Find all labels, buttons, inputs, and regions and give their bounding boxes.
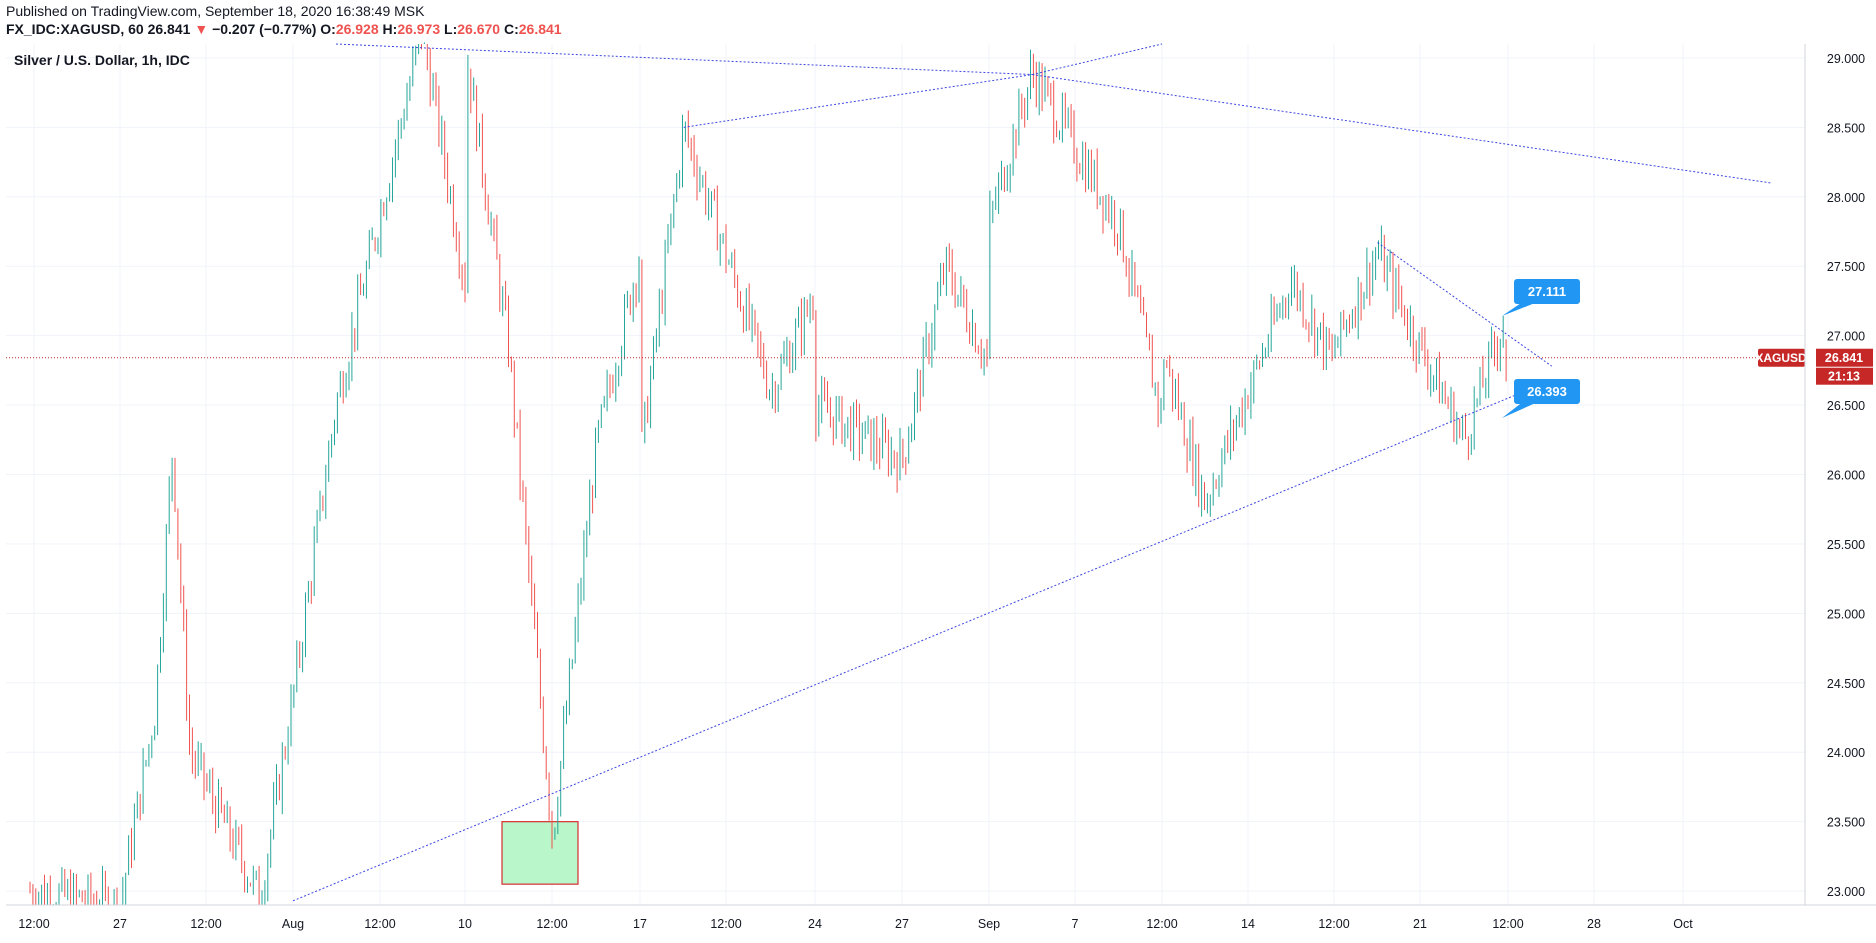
- y-tick-label: 23.000: [1827, 885, 1865, 899]
- x-tick-label: 7: [1072, 917, 1079, 931]
- x-tick-label: 12:00: [710, 917, 741, 931]
- y-tick-label: 24.000: [1827, 746, 1865, 760]
- low-zone-rectangle[interactable]: [501, 821, 579, 885]
- x-tick-label: 12:00: [364, 917, 395, 931]
- high-label: H:: [382, 21, 398, 37]
- annotation-layer-front[interactable]: XAGUSD 26.841 21:13 27.111 26.393: [6, 279, 1873, 418]
- x-tick-label: 14: [1241, 917, 1255, 931]
- trendlines[interactable]: [292, 43, 1771, 902]
- close-value: 26.841: [518, 21, 562, 37]
- y-tick-label: 25.000: [1827, 607, 1865, 621]
- down-arrow-icon: ▼: [194, 21, 209, 37]
- y-tick-label: 28.500: [1827, 121, 1865, 135]
- candles: [29, 42, 1507, 905]
- callout-pointer: [1502, 301, 1540, 316]
- trendline[interactable]: [683, 74, 1033, 128]
- x-tick-label: 24: [808, 917, 822, 931]
- symbol-label[interactable]: FX_IDC:XAGUSD, 60: [6, 21, 144, 37]
- x-tick-label: 21: [1413, 917, 1427, 931]
- callout-box[interactable]: [1514, 379, 1580, 404]
- low-value: 26.670: [457, 21, 501, 37]
- quote-bar: FX_IDC:XAGUSD, 60 26.841 ▼ −0.207 (−0.77…: [6, 21, 562, 37]
- x-tick-label: 12:00: [1318, 917, 1349, 931]
- annotation-layer-back: [501, 821, 579, 885]
- x-tick-label: Aug: [282, 917, 304, 931]
- grid: [6, 44, 1805, 905]
- y-tick-label: 25.500: [1827, 538, 1865, 552]
- open-value: 26.928: [335, 21, 379, 37]
- price-tag: 26.841: [1825, 351, 1863, 365]
- trendline[interactable]: [335, 43, 1033, 76]
- chart-legend-title: Silver / U.S. Dollar, 1h, IDC: [14, 52, 190, 68]
- close-label: C:: [503, 21, 519, 37]
- y-tick-label: 27.000: [1827, 330, 1865, 344]
- y-tick-label: 24.500: [1827, 677, 1865, 691]
- x-tick-label: Sep: [978, 917, 1000, 931]
- high-value: 26.973: [397, 21, 441, 37]
- publish-info: Published on TradingView.com, September …: [6, 3, 425, 19]
- price-change: −0.207 (−0.77%): [212, 21, 317, 37]
- countdown: 21:13: [1828, 370, 1860, 384]
- symbol-tag-bg: [1758, 348, 1805, 367]
- x-tick-label: 17: [633, 917, 647, 931]
- x-tick-label: 12:00: [536, 917, 567, 931]
- y-tick-label: 23.500: [1827, 816, 1865, 830]
- callout-pointer: [1502, 401, 1540, 418]
- x-tick-label: 27: [113, 917, 127, 931]
- y-tick-label: 29.000: [1827, 52, 1865, 66]
- y-tick-label: 26.000: [1827, 469, 1865, 483]
- x-tick-label: 12:00: [190, 917, 221, 931]
- x-tick-label: Oct: [1673, 917, 1693, 931]
- callout-box[interactable]: [1514, 279, 1580, 304]
- low-label: L:: [444, 21, 458, 37]
- y-tick-label: 27.500: [1827, 260, 1865, 274]
- axes[interactable]: 29.000 28.500 28.000 27.500 27.000 26.500 26.0…: [6, 44, 1876, 931]
- x-tick-label: 12:00: [1492, 917, 1523, 931]
- callout-label: 27.111: [1528, 284, 1566, 299]
- price-tag-bg: [1816, 348, 1873, 367]
- countdown-bg: [1816, 367, 1873, 385]
- x-tick-label: 10: [458, 917, 472, 931]
- callout-label: 26.393: [1527, 384, 1567, 399]
- symbol-tag: XAGUSD: [1755, 351, 1807, 365]
- trendline[interactable]: [292, 379, 1552, 902]
- x-tick-label: 12:00: [18, 917, 49, 931]
- open-label: O:: [320, 21, 336, 37]
- trendline[interactable]: [1032, 74, 1771, 184]
- x-tick-label: 27: [895, 917, 909, 931]
- y-tick-label: 26.500: [1827, 399, 1865, 413]
- y-tick-label: 28.000: [1827, 191, 1865, 205]
- last-price: 26.841: [147, 21, 191, 37]
- x-tick-label: 28: [1587, 917, 1601, 931]
- trendline[interactable]: [1032, 43, 1163, 76]
- x-tick-label: 12:00: [1146, 917, 1177, 931]
